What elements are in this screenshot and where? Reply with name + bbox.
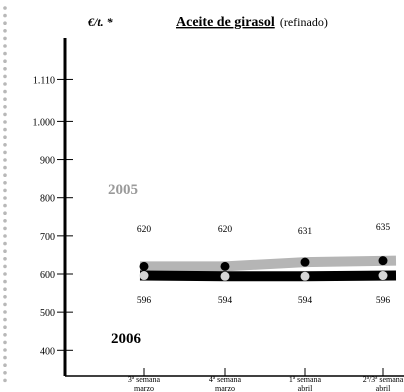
decorative-dot [3,371,7,375]
series-marker-2005 [378,256,388,266]
series-labels-layer: 2005 2006 [108,182,142,347]
data-label-2005: 620 [218,225,233,235]
decorative-dot [3,59,7,63]
decorative-dot [3,279,7,284]
series-marker-2005 [220,261,230,271]
decorative-dot [3,264,7,269]
y-tick-label: 700 [40,232,55,243]
series-marker-2006 [378,271,388,281]
decorative-dot [3,378,7,383]
y-tick-label: 500 [40,308,55,319]
data-label-2006: 594 [218,296,233,306]
series-layer [139,255,397,282]
decorative-dot [3,363,7,368]
x-tick-label-line1: 2ª/3ª semana [363,375,404,384]
series-label-2006: 2006 [111,331,142,347]
x-tick-label-line2: abril [298,384,313,392]
x-tick-label-line2: marzo [134,384,154,392]
x-tick-label-line1: 4ª semana [209,375,242,384]
unit-label: €/t. * [87,15,114,29]
decorative-dot [3,135,7,139]
series-label-2005: 2005 [108,182,138,198]
decorative-dot [3,120,7,124]
data-label-2006: 594 [298,296,313,306]
decorative-dot [3,67,7,71]
decorative-dot [3,272,7,276]
decorative-dot [3,333,7,337]
x-tick-label-line2: marzo [215,384,235,392]
decorative-dot [3,89,7,94]
decorative-dot [3,257,7,261]
decorative-dot [3,6,7,10]
decorative-dot [3,241,7,246]
decorative-dot [3,295,7,299]
decorative-dot [3,127,7,132]
decorative-dot [3,105,7,109]
y-tick-label: 1.110 [33,75,55,86]
y-tick-label: 900 [40,156,55,167]
decorative-dot [3,355,7,360]
decorative-dot [3,51,7,56]
x-tick-label-line1: 3ª semana [128,375,161,384]
decorative-dot [3,150,7,155]
decorative-dot [3,249,7,253]
series-band-2006 [139,270,397,282]
decorative-dot [3,158,7,162]
decorative-dot [3,181,7,185]
decorative-dot [3,317,7,322]
decorative-dot [3,165,7,170]
decorative-dot [3,36,7,41]
decorative-dot [3,302,7,307]
decorative-dot [3,219,7,223]
y-tick-label: 1.000 [33,117,56,128]
decorative-dot [3,196,7,200]
decorative-dot [3,325,7,330]
decorative-dot [3,310,7,314]
data-label-2005: 635 [376,223,391,233]
x-tick-label-line1: 1ª semana [289,375,322,384]
data-label-2006: 596 [137,296,152,306]
x-tick-label-line2: abril [376,384,391,392]
data-label-2005: 631 [298,227,313,237]
decorative-dot [3,340,7,345]
decorative-dot [3,188,7,193]
y-tick-label: 800 [40,194,55,205]
decorative-dot [3,74,7,79]
decorative-dot [3,173,7,177]
series-marker-2006 [300,271,310,281]
decorative-dot [3,44,7,48]
decorative-dot [3,13,7,18]
decorative-dot [3,29,7,33]
decorative-dot [3,226,7,231]
series-marker-2006 [139,271,149,281]
decorative-dot [3,97,7,101]
decorative-dot [3,287,7,292]
decorative-dot-column [3,6,7,383]
decorative-dot [3,82,7,86]
y-axis-ticks: 400 500 600 700 800 900 1.000 1.110 [33,75,73,357]
data-label-2005: 620 [137,225,152,235]
decorative-dot [3,143,7,147]
decorative-dot [3,203,7,208]
y-tick-label: 600 [40,270,55,281]
data-label-2006: 596 [376,296,391,306]
series-band-2005 [140,255,397,272]
chart-title: Aceite de girasol [176,15,275,30]
decorative-dot [3,112,7,117]
series-marker-2006 [220,271,230,281]
y-tick-label: 400 [40,346,55,357]
decorative-dot [3,348,7,352]
decorative-dot [3,21,7,26]
series-marker-2005 [139,261,149,271]
data-labels-layer: 620 620 631 635 596 594 594 596 [137,223,391,306]
chart-subtitle: (refinado) [280,15,328,29]
decorative-dot [3,211,7,215]
decorative-dot [3,234,7,238]
series-marker-2005 [300,257,310,267]
